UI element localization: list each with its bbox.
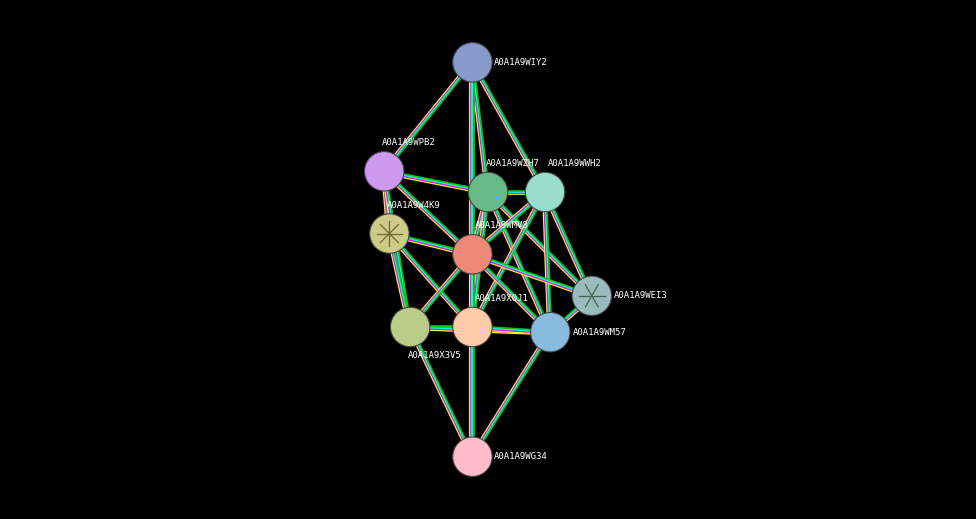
Text: A0A1A9WZH7: A0A1A9WZH7	[485, 159, 539, 168]
Circle shape	[390, 307, 429, 347]
Text: A0A1A9WWH2: A0A1A9WWH2	[548, 159, 601, 168]
Circle shape	[453, 437, 492, 476]
Text: A0A1A9X3V5: A0A1A9X3V5	[408, 351, 462, 360]
Text: A0A1A9WM57: A0A1A9WM57	[573, 327, 627, 337]
Circle shape	[572, 276, 612, 316]
Text: A0A1A9W4K9: A0A1A9W4K9	[386, 201, 440, 210]
Circle shape	[453, 43, 492, 82]
Text: A0A1A9WG34: A0A1A9WG34	[494, 452, 548, 461]
Text: A0A1A9WEI3: A0A1A9WEI3	[614, 291, 668, 301]
Circle shape	[364, 152, 404, 191]
Circle shape	[453, 307, 492, 347]
Text: A0A1A9X0J1: A0A1A9X0J1	[475, 294, 529, 303]
Text: A0A1A9WIY2: A0A1A9WIY2	[494, 58, 548, 67]
Circle shape	[468, 172, 508, 212]
Circle shape	[453, 235, 492, 274]
Circle shape	[370, 214, 409, 253]
Circle shape	[525, 172, 565, 212]
Text: A0A1A9WPB2: A0A1A9WPB2	[382, 139, 435, 147]
Circle shape	[531, 312, 570, 352]
Text: A0A1A9WMV8: A0A1A9WMV8	[475, 222, 529, 230]
